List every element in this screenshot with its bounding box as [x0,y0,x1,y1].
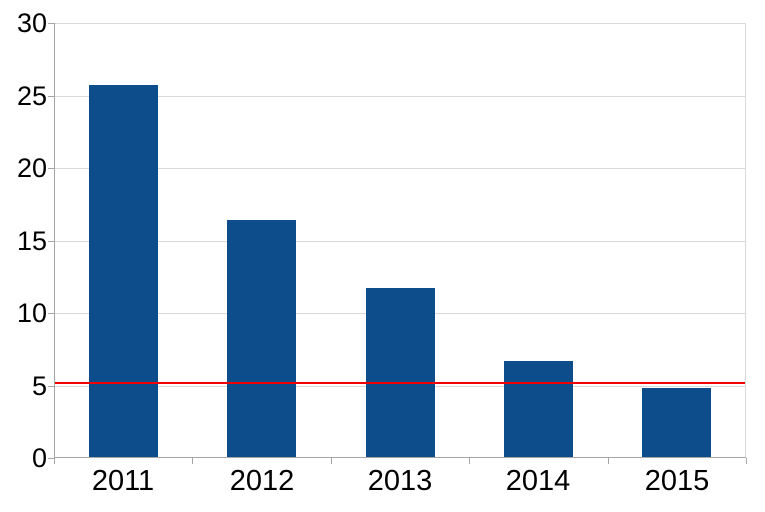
x-axis-label-2015: 2015 [644,465,710,497]
y-axis-tick-20 [48,168,55,169]
y-axis-label-25: 25 [16,81,47,111]
x-axis-tick-4 [608,458,609,464]
plot-right-border [745,23,746,458]
y-axis-tick-10 [48,313,55,314]
bar-2014 [504,361,573,458]
x-axis-tick-1 [192,458,193,464]
bar-2012 [227,220,296,458]
y-axis-label-5: 5 [31,371,47,401]
x-axis-tick-2 [331,458,332,464]
gridline-15 [54,240,746,242]
x-axis-label-2011: 2011 [91,465,155,497]
y-axis-tick-15 [48,241,55,242]
y-axis-tick-25 [48,96,55,97]
y-axis-label-30: 30 [16,8,47,38]
x-axis-tick-5 [746,458,747,464]
y-axis-label-20: 20 [16,153,47,183]
gridline-25 [54,95,746,97]
y-axis-tick-5 [48,386,55,387]
x-axis-label-2014: 2014 [505,465,571,497]
gridline-30 [54,23,746,24]
y-axis-label-0: 0 [31,443,47,473]
y-axis-tick-0 [48,458,55,459]
x-axis-label-2013: 2013 [367,465,433,497]
x-axis-label-2012: 2012 [229,465,295,497]
x-axis-line [54,457,746,458]
gridline-20 [54,168,746,169]
bar-2011 [89,85,158,458]
x-axis-tick-0 [54,458,55,464]
y-axis-label-15: 15 [16,226,47,256]
x-axis-tick-3 [469,458,470,464]
plot-area [54,23,746,458]
bar-2015 [642,388,711,458]
y-axis-label-10: 10 [16,298,47,328]
y-axis-tick-30 [48,23,55,24]
y-axis-line [54,23,55,458]
bar-2013 [366,288,435,458]
threshold-line [54,382,746,384]
